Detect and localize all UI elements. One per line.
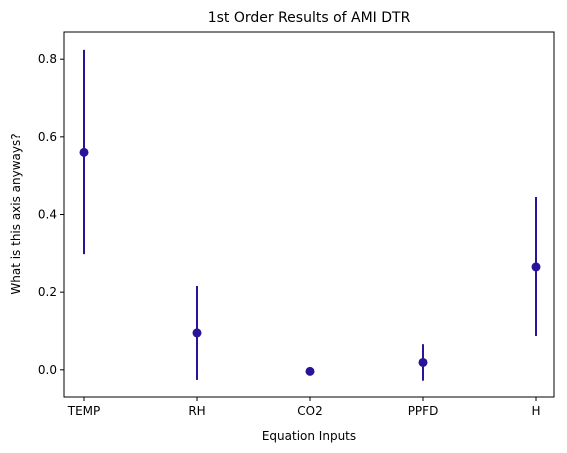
x-tick-label: CO2 <box>297 404 322 418</box>
y-tick-label: 0.4 <box>38 208 57 222</box>
x-axis: TEMP RH CO2 PPFD H <box>67 397 541 418</box>
x-tick-label: H <box>531 404 540 418</box>
y-axis-title: What is this axis anyways? <box>9 133 23 294</box>
y-tick-label: 0.2 <box>38 285 57 299</box>
y-tick-label: 0.6 <box>38 130 57 144</box>
error-bars <box>83 49 537 381</box>
chart-title: 1st Order Results of AMI DTR <box>208 10 411 26</box>
data-point <box>305 366 315 376</box>
data-point <box>531 262 541 272</box>
data-point <box>418 357 428 367</box>
x-tick-label: PPFD <box>408 404 439 418</box>
y-tick-label: 0.0 <box>38 363 57 377</box>
x-axis-title: Equation Inputs <box>262 429 356 443</box>
data-point <box>192 328 202 338</box>
x-tick-label: RH <box>188 404 205 418</box>
data-points <box>79 147 541 376</box>
plot-area <box>63 31 555 398</box>
y-axis: 0.0 0.2 0.4 0.6 0.8 <box>38 52 64 377</box>
x-tick-label: TEMP <box>67 404 101 418</box>
y-tick-label: 0.8 <box>38 52 57 66</box>
data-point <box>79 147 89 157</box>
